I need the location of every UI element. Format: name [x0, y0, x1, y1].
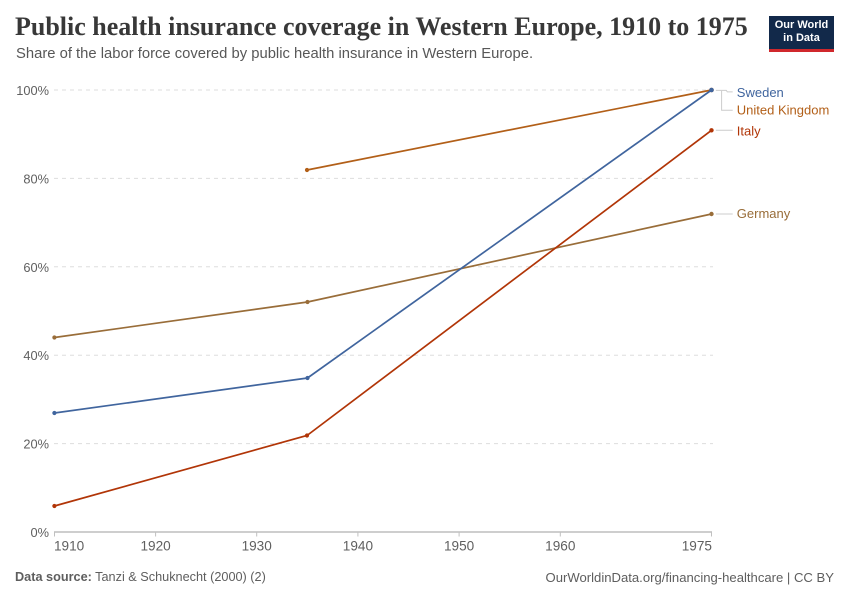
svg-text:40%: 40% — [23, 348, 49, 363]
svg-text:1960: 1960 — [545, 539, 576, 554]
svg-text:1975: 1975 — [682, 539, 712, 554]
svg-text:0%: 0% — [31, 525, 50, 540]
svg-text:1940: 1940 — [343, 539, 374, 554]
svg-text:20%: 20% — [23, 437, 49, 452]
svg-text:United Kingdom: United Kingdom — [737, 103, 830, 118]
svg-text:1930: 1930 — [242, 539, 273, 554]
svg-text:1920: 1920 — [140, 539, 171, 554]
svg-text:Sweden: Sweden — [737, 85, 784, 100]
svg-text:Italy: Italy — [737, 123, 761, 138]
svg-text:1950: 1950 — [444, 539, 475, 554]
svg-text:Germany: Germany — [737, 206, 791, 221]
svg-text:1910: 1910 — [54, 539, 85, 554]
svg-text:80%: 80% — [23, 171, 49, 186]
svg-text:60%: 60% — [23, 260, 49, 275]
svg-text:100%: 100% — [16, 83, 49, 98]
